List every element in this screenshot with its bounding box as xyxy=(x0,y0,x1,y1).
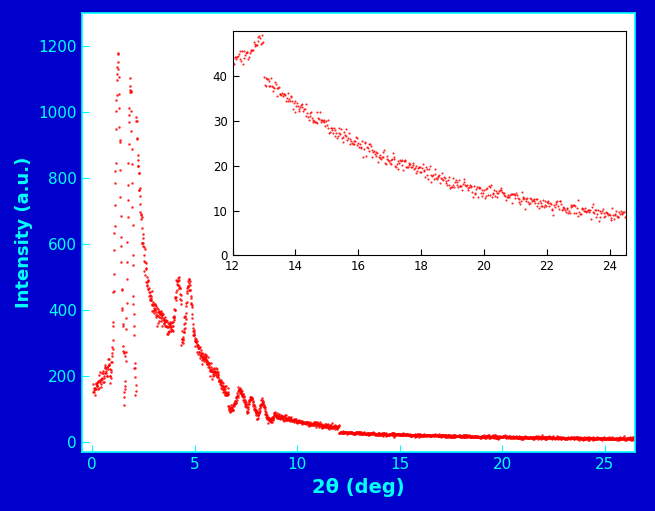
X-axis label: 2θ (deg): 2θ (deg) xyxy=(312,478,405,497)
Y-axis label: Intensity (a.u.): Intensity (a.u.) xyxy=(15,157,33,308)
